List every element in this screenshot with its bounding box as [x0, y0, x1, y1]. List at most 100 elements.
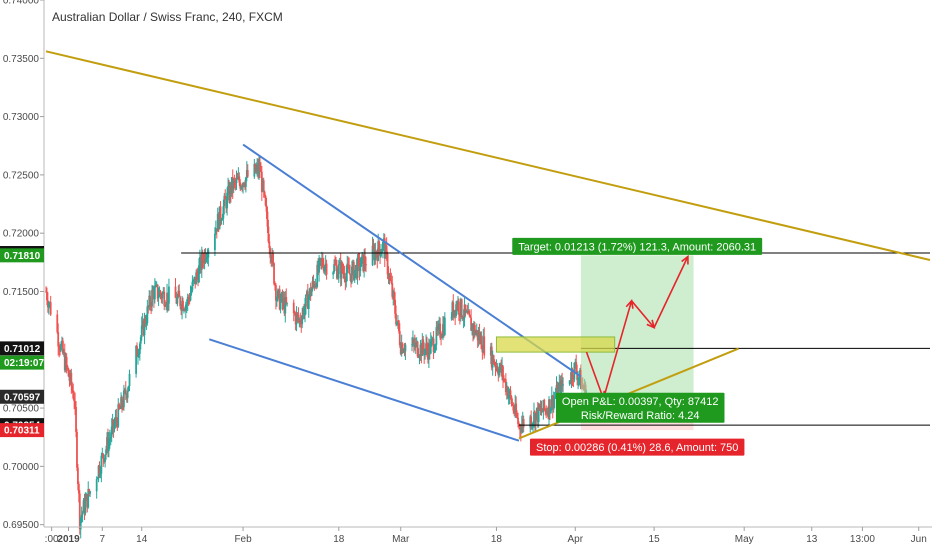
candle-body: [501, 366, 503, 373]
candle-body: [143, 318, 146, 336]
candle-body: [417, 356, 420, 358]
candle-body: [460, 299, 463, 318]
candle-body: [187, 296, 190, 299]
candle-body: [491, 355, 494, 368]
candle-body: [503, 378, 505, 380]
price-tag: [0, 389, 44, 404]
candle-body: [175, 297, 178, 304]
candle-body: [354, 265, 357, 270]
stop-label-background: [529, 438, 745, 456]
candle-body: [198, 265, 200, 283]
candle-body: [149, 295, 152, 306]
candle-body: [285, 297, 288, 304]
candle-body: [284, 297, 287, 314]
candle-body: [577, 377, 579, 381]
candle-body: [472, 324, 474, 333]
candle-body: [253, 163, 256, 177]
candle-body: [520, 424, 523, 433]
candle-body: [492, 355, 495, 365]
candle-body: [571, 369, 574, 379]
candle-body: [335, 264, 337, 266]
candle-body: [431, 338, 434, 340]
candle-body: [244, 185, 246, 187]
candle-body: [228, 186, 230, 201]
candle-body: [144, 318, 147, 325]
target-label: Target: 0.01213 (1.72%) 121.3, Amount: 2…: [512, 237, 763, 255]
candle-body: [254, 163, 257, 173]
candle-body: [231, 177, 234, 190]
candle-body: [61, 340, 64, 354]
candle-body: [309, 288, 312, 296]
candle-body: [264, 195, 267, 206]
candle-body: [58, 346, 61, 349]
candle-body: [442, 324, 444, 337]
candle-body: [547, 412, 549, 418]
candle-body: [86, 494, 89, 508]
candle-body: [191, 281, 194, 291]
candle-body: [139, 337, 142, 344]
candle-body: [505, 387, 508, 393]
candle-body: [45, 291, 47, 293]
candle-body: [576, 371, 579, 381]
candle-body: [158, 291, 161, 297]
time-tick-label: 18: [491, 534, 503, 545]
candle-body: [374, 251, 377, 261]
candle-body: [543, 400, 546, 410]
price-tick-label: 0.74000: [3, 0, 40, 7]
candle-body: [128, 373, 131, 386]
candle-body: [480, 335, 483, 350]
candle-body: [214, 228, 217, 234]
candle-body: [220, 220, 223, 221]
candle-body: [518, 423, 520, 425]
candle-body: [80, 514, 83, 518]
candle-body: [499, 363, 502, 369]
candle-body: [544, 409, 547, 410]
candle-body: [229, 184, 231, 201]
candle-body: [305, 291, 308, 295]
candle-body: [306, 291, 309, 309]
candle-body: [245, 170, 248, 178]
candle-body: [298, 319, 301, 321]
candle-body: [295, 313, 298, 325]
candle-body: [279, 299, 282, 310]
time-tick-label: :00: [45, 534, 59, 545]
candle-body: [147, 306, 150, 308]
candle-body: [498, 368, 501, 376]
candle-body: [142, 320, 145, 336]
time-tick-label: May: [735, 534, 754, 545]
candle-body: [390, 280, 393, 284]
candle-body: [504, 379, 507, 393]
candle-body: [219, 206, 222, 221]
candle-body: [413, 343, 416, 348]
candle-body: [421, 339, 424, 356]
time-tick-label: 2019: [57, 534, 80, 545]
candle-body: [479, 335, 482, 342]
candle-body: [438, 323, 441, 326]
projection-arrow: [602, 300, 633, 399]
candle-body: [381, 250, 383, 253]
candle-body: [226, 192, 229, 209]
candle-body: [346, 263, 349, 273]
candle-body: [216, 213, 219, 232]
candle-body: [570, 369, 573, 381]
candle-body: [420, 344, 423, 356]
target-label-text: Target: 0.01213 (1.72%) 121.3, Amount: 2…: [518, 241, 756, 253]
candle-body: [301, 315, 304, 325]
candle-body: [402, 351, 405, 353]
candle-body: [358, 258, 361, 272]
candle-body: [101, 453, 104, 456]
candle-body: [116, 420, 119, 427]
candle-body: [81, 511, 84, 515]
candle-body: [82, 500, 85, 512]
candle-body: [540, 408, 543, 412]
candle-body: [538, 404, 541, 410]
long-term-resistance-trendline: [45, 50, 931, 261]
candle-body: [537, 404, 540, 422]
candle-body: [307, 296, 310, 309]
candle-body: [207, 250, 210, 258]
projection-arrow: [630, 300, 655, 329]
candle-body: [574, 361, 577, 363]
time-tick-label: 7: [100, 534, 106, 545]
candle-body: [215, 228, 218, 232]
